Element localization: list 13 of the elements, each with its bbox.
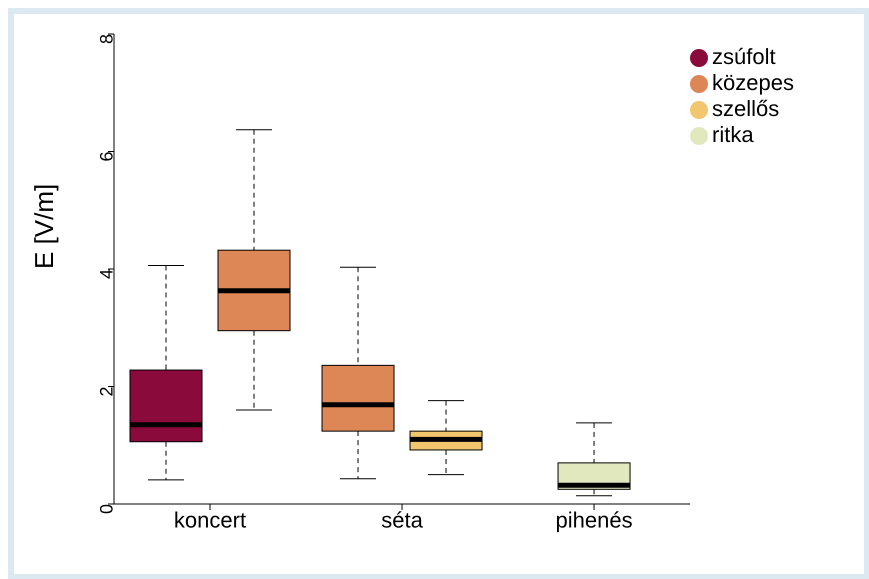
y-tick-label: 4 [96,269,116,280]
legend-label: zsúfolt [712,44,776,69]
x-tick-label: koncert [174,508,246,533]
x-tick-label: pihenés [556,508,633,533]
legend-label: szellős [712,96,780,121]
y-axis-title: E [V/m] [29,184,60,269]
y-tick-label: 2 [96,386,116,397]
legend-label: ritka [712,122,754,147]
y-tick-label: 0 [96,504,116,514]
y-tick-label: 8 [96,34,116,44]
legend-label: közepes [712,70,794,95]
x-tick-label: séta [381,508,424,533]
y-tick-label: 6 [96,152,116,162]
